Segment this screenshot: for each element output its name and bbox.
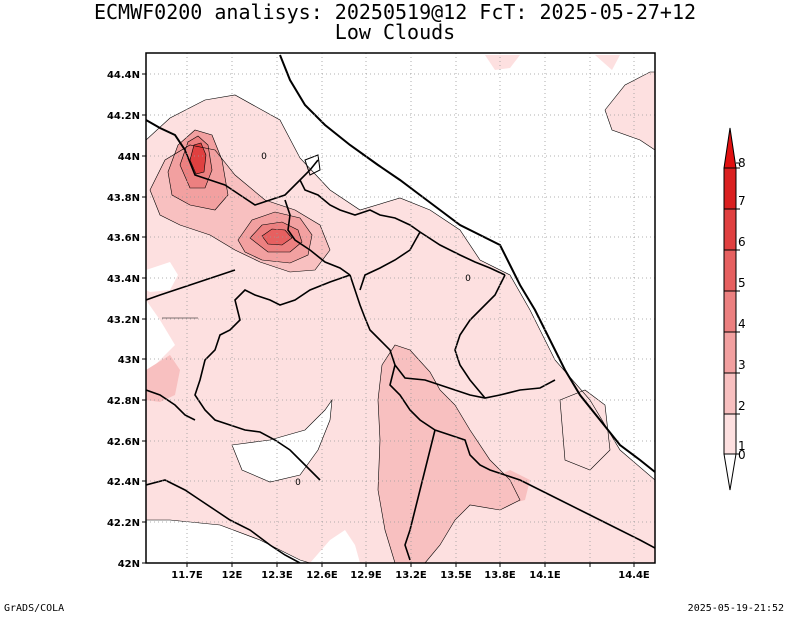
cloud-patch-n [485, 55, 520, 70]
colorbar-segment [723, 331, 737, 374]
colorbar-segment [723, 249, 737, 292]
colorbar-label: 5 [738, 276, 746, 290]
lat-tick-label: 43N [118, 355, 140, 366]
lon-tick-label: 13.5E [440, 570, 472, 581]
lat-tick-label: 42.2N [107, 518, 140, 529]
colorbar-label: 8 [738, 156, 746, 170]
colorbar-segment [723, 167, 737, 210]
lat-tick-label: 44N [118, 152, 140, 163]
colorbar-segment [723, 413, 737, 455]
colorbar-segment [723, 208, 737, 251]
contour-label: 0 [465, 274, 471, 284]
lat-tick-label: 43.6N [107, 233, 140, 244]
lon-tick-label: 12.6E [306, 570, 338, 581]
footer-timestamp: 2025-05-19-21:52 [687, 603, 784, 614]
coastline [279, 54, 655, 473]
map-title: ECMWF0200 analisys: 20250519@12 FcT: 202… [93, 0, 697, 24]
footer-credit: GrADS/COLA [4, 603, 65, 614]
plot-frame [145, 52, 656, 564]
lon-tick-label: 14.1E [529, 570, 561, 581]
lon-tick-label: 11.7E [171, 570, 203, 581]
cloud-patch-ne [605, 72, 655, 150]
colorbar-labels: 0 1 2 3 4 5 6 7 8 [736, 156, 746, 462]
lat-tick-label: 42.6N [107, 437, 140, 448]
lon-tick-label: 13.2E [395, 570, 427, 581]
lon-tick-label: 12E [222, 570, 243, 581]
colorbar-label: 7 [738, 194, 746, 208]
clear-area-4 [310, 530, 360, 563]
lat-tick-label: 43.2N [107, 315, 140, 326]
lon-tick-label: 12.9E [350, 570, 382, 581]
colorbar-label: 4 [738, 317, 746, 331]
lat-tick-label: 42.8N [107, 396, 140, 407]
colorbar-segment [723, 290, 737, 333]
contour-lines [146, 71, 655, 563]
coastline-north [146, 119, 186, 151]
cloud-area-mid-se [490, 470, 530, 505]
colorbar-label: 3 [738, 358, 746, 372]
region-borders [146, 149, 655, 563]
lat-tick-label: 44.4N [107, 70, 140, 81]
colorbar: 0 1 2 3 4 5 6 7 8 [723, 127, 746, 491]
colorbar-label: 1 [738, 439, 746, 453]
cloud-patch-n2 [595, 55, 620, 70]
lake-trasimeno [304, 154, 321, 176]
grid-lines [146, 53, 655, 563]
clear-area-5 [146, 300, 175, 372]
lon-axis: 11.7E 12E 12.3E 12.6E 12.9E 13.2E 13.5E … [171, 563, 650, 581]
colorbar-label: 2 [738, 399, 746, 413]
colorbar-label: 6 [738, 235, 746, 249]
colorbar-segment [723, 372, 737, 415]
cloud-area-mid-sw [146, 355, 180, 402]
lat-tick-label: 42.4N [107, 477, 140, 488]
lat-tick-label: 43.4N [107, 274, 140, 285]
cloud-patch-se [560, 390, 610, 470]
contour-label: 0 [295, 478, 301, 488]
lat-tick-label: 44.2N [107, 111, 140, 122]
colorbar-bottom-arrow [723, 453, 737, 491]
clear-area-3 [146, 262, 178, 292]
lon-tick-label: 12.3E [261, 570, 293, 581]
colorbar-label: 0 [738, 448, 746, 462]
lon-tick-label: 14.4E [618, 570, 650, 581]
lat-tick-label: 43.8N [107, 193, 140, 204]
cloud-area-mid-center [378, 345, 520, 563]
lon-tick-label: 13.8E [484, 570, 516, 581]
colorbar-top-arrow [723, 127, 737, 169]
cloud-field [146, 54, 655, 563]
cloud-area-darkest-north [190, 143, 206, 174]
map-subtitle: Low Clouds [334, 20, 456, 44]
clear-area-2 [146, 520, 310, 563]
lat-axis: 44.4N 44.2N 44N 43.8N 43.6N 43.4N 43.2N … [107, 70, 146, 570]
lat-tick-label: 42N [118, 559, 140, 570]
contour-label: 0 [261, 152, 267, 162]
